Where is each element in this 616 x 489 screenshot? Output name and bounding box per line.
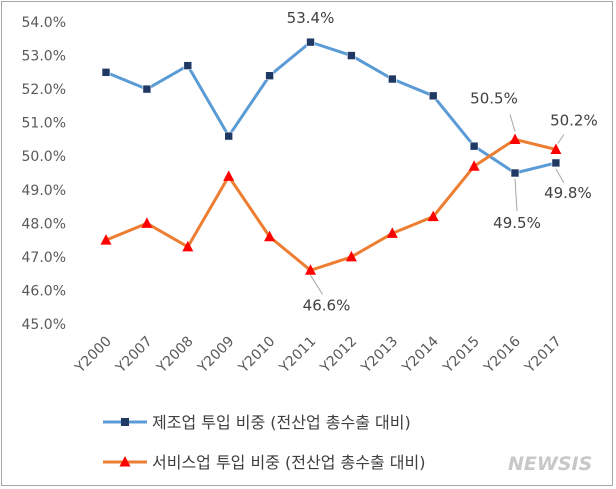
data-label: 49.8% xyxy=(544,184,592,202)
legend: 제조업 투입 비중 (전산업 총수출 대비) 서비스업 투입 비중 (전산업 총수… xyxy=(103,413,425,472)
y-tick-label: 45.0% xyxy=(22,317,66,333)
data-point-marker xyxy=(100,234,112,245)
series-line-1 xyxy=(105,137,557,272)
data-label: 50.2% xyxy=(550,112,598,130)
y-tick-label: 47.0% xyxy=(22,250,66,266)
data-point-marker xyxy=(510,168,520,178)
label-leader-line xyxy=(514,178,518,212)
y-tick-label: 48.0% xyxy=(22,216,66,232)
data-point-marker xyxy=(551,158,561,168)
legend-marker xyxy=(119,456,131,467)
data-point-marker xyxy=(265,71,274,80)
x-tick-label: Y2017 xyxy=(521,334,564,377)
data-point-marker xyxy=(386,227,398,238)
x-tick-label: Y2000 xyxy=(72,334,115,377)
data-point-marker xyxy=(224,131,233,141)
series-line-0 xyxy=(105,40,557,175)
data-point-marker xyxy=(469,141,479,151)
label-leader-line xyxy=(557,134,565,144)
data-point-marker xyxy=(468,160,480,171)
data-label: 49.5% xyxy=(493,214,541,232)
data-point-marker xyxy=(101,68,111,77)
data-point-marker xyxy=(182,240,194,252)
y-tick-label: 54.0% xyxy=(22,15,66,31)
data-label: 53.4% xyxy=(287,9,335,27)
x-tick-label: Y2011 xyxy=(276,334,319,377)
x-tick-label: Y2012 xyxy=(317,334,360,377)
data-point-marker xyxy=(428,91,438,101)
legend-marker xyxy=(121,418,129,426)
x-tick-label: Y2015 xyxy=(440,334,483,377)
y-tick-label: 51.0% xyxy=(22,116,66,132)
data-label: 46.6% xyxy=(303,296,351,314)
label-leader-line xyxy=(509,114,516,132)
legend-label-1: 서비스업 투입 비중 (전산업 총수출 대비) xyxy=(152,453,425,472)
x-axis: Y2000Y2007Y2008Y2009Y2010Y2011Y2012Y2013… xyxy=(72,333,565,376)
data-point-marker xyxy=(387,74,397,84)
x-tick-label: Y2010 xyxy=(235,334,278,377)
y-tick-label: 50.0% xyxy=(22,149,66,165)
data-point-marker xyxy=(427,210,439,222)
data-label: 50.5% xyxy=(470,89,518,107)
x-tick-label: Y2008 xyxy=(153,334,196,377)
data-point-marker xyxy=(550,143,562,155)
data-point-marker xyxy=(306,37,315,47)
x-tick-label: Y2007 xyxy=(112,334,155,377)
data-point-marker xyxy=(347,51,356,60)
legend-label-0: 제조업 투입 비중 (전산업 총수출 대비) xyxy=(152,413,411,432)
data-point-marker xyxy=(305,264,316,275)
data-point-marker xyxy=(142,84,152,94)
label-leader-line xyxy=(310,275,323,295)
y-tick-label: 53.0% xyxy=(22,49,66,65)
data-point-marker xyxy=(345,250,357,262)
y-tick-label: 52.0% xyxy=(22,82,66,98)
x-tick-label: Y2009 xyxy=(194,334,237,377)
x-tick-label: Y2016 xyxy=(481,333,524,376)
label-leader-line xyxy=(555,168,565,184)
y-tick-label: 46.0% xyxy=(22,283,66,299)
data-labels: 53.4% 49.5%49.8% 46.6% 50.5% 50.2% xyxy=(287,9,598,314)
watermark-logo: NEWSIS xyxy=(508,453,592,475)
x-tick-label: Y2013 xyxy=(358,334,401,377)
y-axis: 45.0% 46.0% 47.0% 48.0% 49.0% 50.0% 51.0% 52.0%… xyxy=(22,15,66,333)
series-layer xyxy=(100,37,562,275)
x-tick-label: Y2014 xyxy=(399,333,442,376)
data-point-marker xyxy=(141,217,153,228)
data-point-marker xyxy=(264,230,276,242)
data-point-marker xyxy=(223,170,235,181)
data-point-marker xyxy=(183,61,193,70)
y-tick-label: 49.0% xyxy=(22,183,66,199)
data-point-marker xyxy=(509,133,521,144)
